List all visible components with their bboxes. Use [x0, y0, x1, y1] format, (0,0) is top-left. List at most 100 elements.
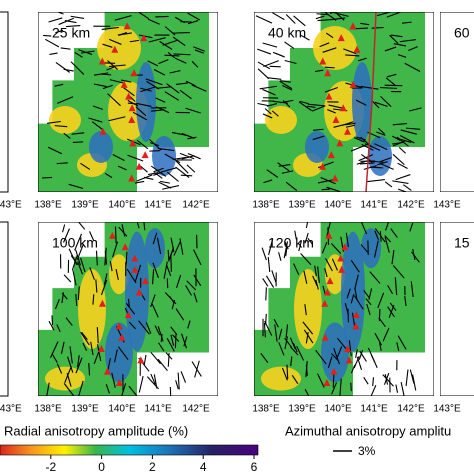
- fast-axis: [117, 346, 129, 361]
- fast-axis: [175, 166, 190, 178]
- fast-axis: [374, 101, 388, 107]
- fast-axis: [292, 342, 298, 353]
- fast-axis: [384, 46, 397, 52]
- fast-axis: [65, 317, 73, 326]
- volcano: [124, 311, 132, 319]
- depth-label: 100 km: [52, 235, 98, 251]
- fast-axis: [185, 285, 192, 296]
- fast-axis: [397, 162, 408, 169]
- fast-axis: [285, 324, 289, 338]
- land-anomaly: [254, 222, 425, 396]
- fast-axis: [339, 378, 342, 396]
- volcano: [324, 69, 332, 77]
- volcano: [140, 34, 148, 42]
- fast-axis: [45, 38, 60, 48]
- fast-axis: [403, 184, 412, 191]
- fast-axis: [327, 356, 333, 368]
- fast-axis: [48, 17, 63, 23]
- fast-axis: [278, 328, 283, 340]
- fast-axis: [385, 77, 396, 86]
- fast-axis: [299, 100, 309, 105]
- colorbar-tick-label: -2: [45, 460, 56, 474]
- fast-axis: [171, 131, 189, 137]
- fast-axis: [390, 34, 403, 38]
- fast-axis: [123, 87, 135, 97]
- volcano: [352, 311, 360, 319]
- fast-axis: [63, 132, 71, 139]
- lon-label: 139°E: [71, 200, 99, 211]
- fast-axis: [282, 84, 293, 91]
- fast-axis: [163, 261, 168, 279]
- fast-axis: [103, 273, 108, 285]
- fast-axis: [313, 128, 324, 131]
- fast-axis: [373, 240, 379, 258]
- fast-axis: [164, 91, 180, 101]
- fast-axis: [136, 102, 152, 107]
- fast-axis: [128, 321, 136, 330]
- fast-axis: [177, 372, 180, 390]
- lon-label: 142°E: [397, 404, 425, 415]
- fast-axis: [75, 357, 83, 374]
- fast-axis: [181, 155, 195, 160]
- fast-axis: [293, 15, 306, 27]
- fast-axis: [363, 289, 371, 299]
- volcano: [326, 277, 334, 285]
- fast-axis: [271, 270, 277, 283]
- fast-axis: [336, 346, 343, 358]
- fast-axis: [90, 341, 94, 356]
- fast-axis: [180, 371, 187, 383]
- fast-axis: [353, 137, 365, 143]
- fast-axis: [314, 69, 324, 73]
- fast-axis: [164, 153, 181, 164]
- fast-axis: [147, 172, 159, 176]
- lon-label: 142°E: [397, 200, 425, 211]
- volcano: [135, 288, 143, 296]
- volcano: [131, 265, 139, 273]
- lon-label: 141°E: [360, 200, 388, 211]
- fast-axis: [175, 82, 189, 85]
- fast-axis: [298, 101, 312, 111]
- fast-axis: [355, 99, 367, 106]
- fast-axis: [78, 380, 84, 396]
- fast-axis: [95, 250, 98, 266]
- fast-axis: [284, 337, 293, 348]
- volcano: [327, 151, 335, 159]
- fast-axis: [58, 17, 74, 26]
- fast-axis: [155, 97, 166, 103]
- volcano: [337, 254, 345, 262]
- fast-axis: [91, 121, 105, 131]
- fast-axis: [367, 179, 385, 183]
- fast-axis: [63, 383, 75, 396]
- fast-axis: [150, 373, 156, 385]
- negative-anomaly: [368, 136, 392, 176]
- fast-axis: [316, 13, 329, 16]
- fast-axis: [111, 372, 116, 388]
- fast-axis: [286, 364, 289, 380]
- fast-axis: [166, 83, 180, 94]
- fast-axis: [80, 331, 90, 346]
- fast-axis: [392, 122, 407, 126]
- fast-axis: [125, 302, 136, 315]
- fast-axis: [134, 264, 142, 282]
- fast-axis: [312, 135, 325, 141]
- fast-axis: [54, 299, 60, 310]
- fast-axis: [328, 104, 343, 109]
- fast-axis: [158, 59, 169, 65]
- fast-axis: [60, 341, 65, 354]
- negative-anomaly: [105, 322, 133, 383]
- volcano: [336, 139, 344, 147]
- fast-axis: [187, 20, 199, 25]
- fast-axis: [170, 255, 172, 272]
- fast-axis: [363, 376, 369, 385]
- fast-axis: [284, 336, 288, 350]
- fast-axis: [404, 296, 407, 307]
- fast-axis: [278, 342, 285, 356]
- fast-axis: [51, 315, 54, 326]
- fast-axis: [314, 265, 317, 277]
- fast-axis: [147, 18, 160, 25]
- positive-anomaly: [109, 254, 129, 295]
- volcano: [345, 356, 353, 364]
- fast-axis: [70, 61, 85, 75]
- lon-label: 140°E: [108, 404, 136, 415]
- fast-axis: [262, 88, 276, 96]
